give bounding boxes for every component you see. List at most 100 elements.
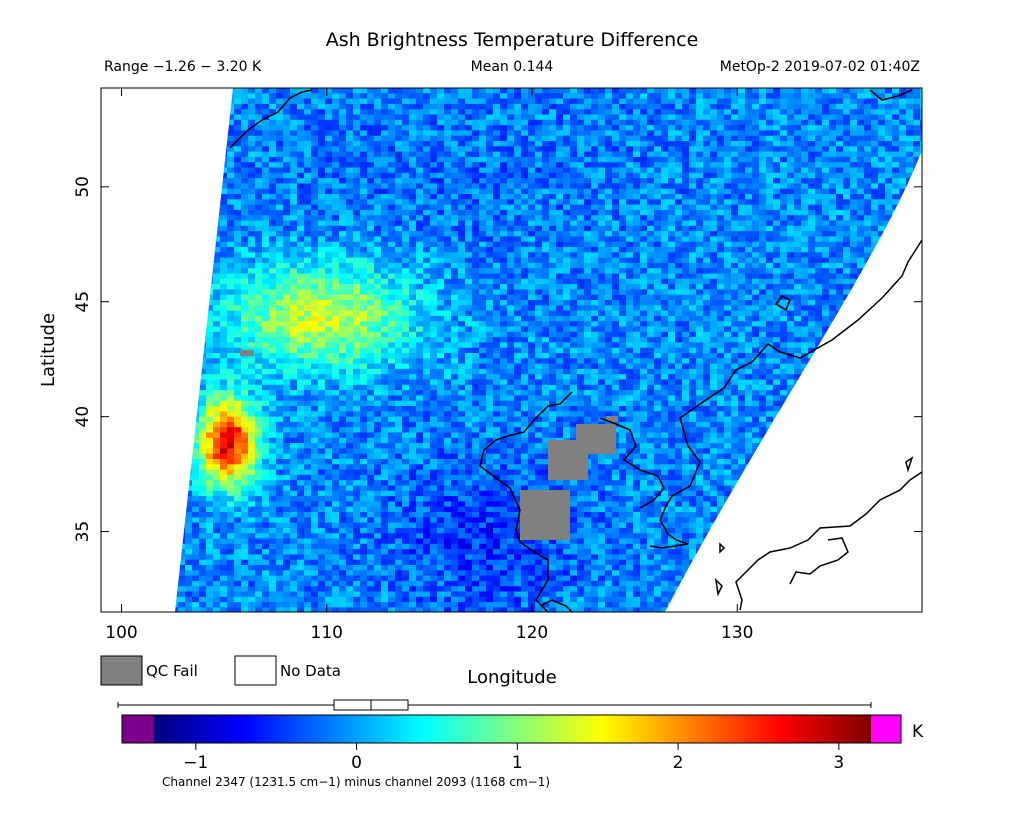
btd-cell: [507, 321, 515, 327]
btd-cell: [192, 194, 200, 200]
btd-cell: [451, 109, 459, 115]
btd-cell: [395, 162, 403, 168]
btd-cell: [402, 103, 410, 110]
btd-cell: [339, 109, 347, 115]
btd-cell: [199, 315, 207, 322]
btd-cell: [682, 114, 690, 121]
btd-cell: [920, 109, 922, 115]
btd-cell: [388, 236, 396, 243]
btd-cell: [297, 225, 305, 232]
btd-cell: [402, 273, 410, 280]
btd-cell: [619, 209, 627, 216]
btd-cell: [234, 109, 242, 115]
btd-cell: [234, 278, 242, 285]
btd-cell: [479, 151, 487, 158]
btd-cell: [318, 188, 326, 195]
btd-cell: [850, 236, 858, 243]
btd-cell: [794, 321, 802, 327]
btd-cell: [549, 241, 557, 248]
btd-cell: [787, 321, 795, 327]
btd-cell: [878, 125, 886, 131]
btd-cell: [822, 141, 830, 147]
btd-cell: [528, 135, 536, 142]
btd-cell: [255, 321, 263, 327]
btd-cell: [563, 162, 571, 168]
btd-cell: [304, 172, 312, 179]
btd-cell: [325, 310, 333, 317]
btd-cell: [766, 151, 774, 158]
btd-cell: [535, 194, 543, 200]
btd-cell: [175, 204, 179, 211]
btd-cell: [220, 284, 228, 290]
btd-cell: [262, 119, 270, 126]
btd-cell: [374, 151, 382, 158]
btd-cell: [675, 300, 683, 306]
btd-cell: [381, 231, 389, 237]
btd-cell: [500, 204, 508, 211]
btd-cell: [206, 109, 214, 115]
btd-cell: [675, 88, 683, 94]
btd-cell: [752, 125, 760, 131]
btd-cell: [367, 141, 375, 147]
btd-cell: [248, 220, 256, 227]
btd-cell: [241, 331, 249, 338]
btd-cell: [213, 125, 221, 131]
btd-cell: [808, 109, 816, 115]
btd-cell: [724, 178, 732, 184]
btd-cell: [710, 257, 718, 264]
btd-cell: [395, 188, 403, 195]
btd-cell: [745, 130, 753, 137]
btd-cell: [423, 194, 431, 200]
btd-cell: [724, 257, 732, 264]
btd-cell: [192, 236, 200, 243]
btd-cell: [668, 321, 676, 327]
btd-cell: [864, 231, 872, 237]
btd-cell: [913, 225, 921, 232]
btd-cell: [829, 188, 837, 195]
btd-cell: [241, 156, 249, 163]
btd-cell: [437, 294, 445, 301]
btd-cell: [178, 204, 186, 211]
btd-cell: [486, 220, 494, 227]
btd-cell: [185, 167, 193, 174]
btd-cell: [227, 172, 235, 179]
btd-cell: [367, 315, 375, 322]
btd-cell: [626, 178, 634, 184]
btd-cell: [486, 262, 494, 269]
btd-cell: [220, 172, 228, 179]
btd-cell: [703, 278, 711, 285]
btd-cell: [647, 241, 655, 248]
btd-cell: [409, 135, 417, 142]
btd-cell: [500, 310, 508, 317]
btd-cell: [479, 114, 487, 121]
btd-cell: [402, 321, 410, 327]
btd-cell: [836, 252, 844, 258]
btd-cell: [906, 141, 914, 147]
btd-cell: [787, 130, 795, 137]
btd-cell: [175, 273, 179, 280]
btd-cell: [731, 273, 739, 280]
btd-cell: [850, 310, 858, 317]
btd-cell: [290, 247, 298, 253]
btd-cell: [395, 247, 403, 253]
btd-cell: [325, 188, 333, 195]
btd-cell: [283, 252, 291, 258]
btd-cell: [682, 125, 690, 131]
btd-cell: [717, 241, 725, 248]
btd-cell: [682, 220, 690, 227]
btd-cell: [199, 305, 207, 311]
btd-cell: [360, 156, 368, 163]
btd-cell: [640, 321, 648, 327]
btd-cell: [696, 257, 704, 264]
btd-cell: [724, 188, 732, 195]
btd-cell: [801, 220, 809, 227]
btd-cell: [248, 172, 256, 179]
btd-cell: [752, 98, 760, 105]
btd-cell: [479, 305, 487, 311]
btd-cell: [220, 162, 228, 168]
btd-cell: [710, 209, 718, 216]
btd-cell: [248, 278, 256, 285]
btd-cell: [605, 236, 613, 243]
btd-cell: [325, 103, 333, 110]
btd-cell: [451, 204, 459, 211]
